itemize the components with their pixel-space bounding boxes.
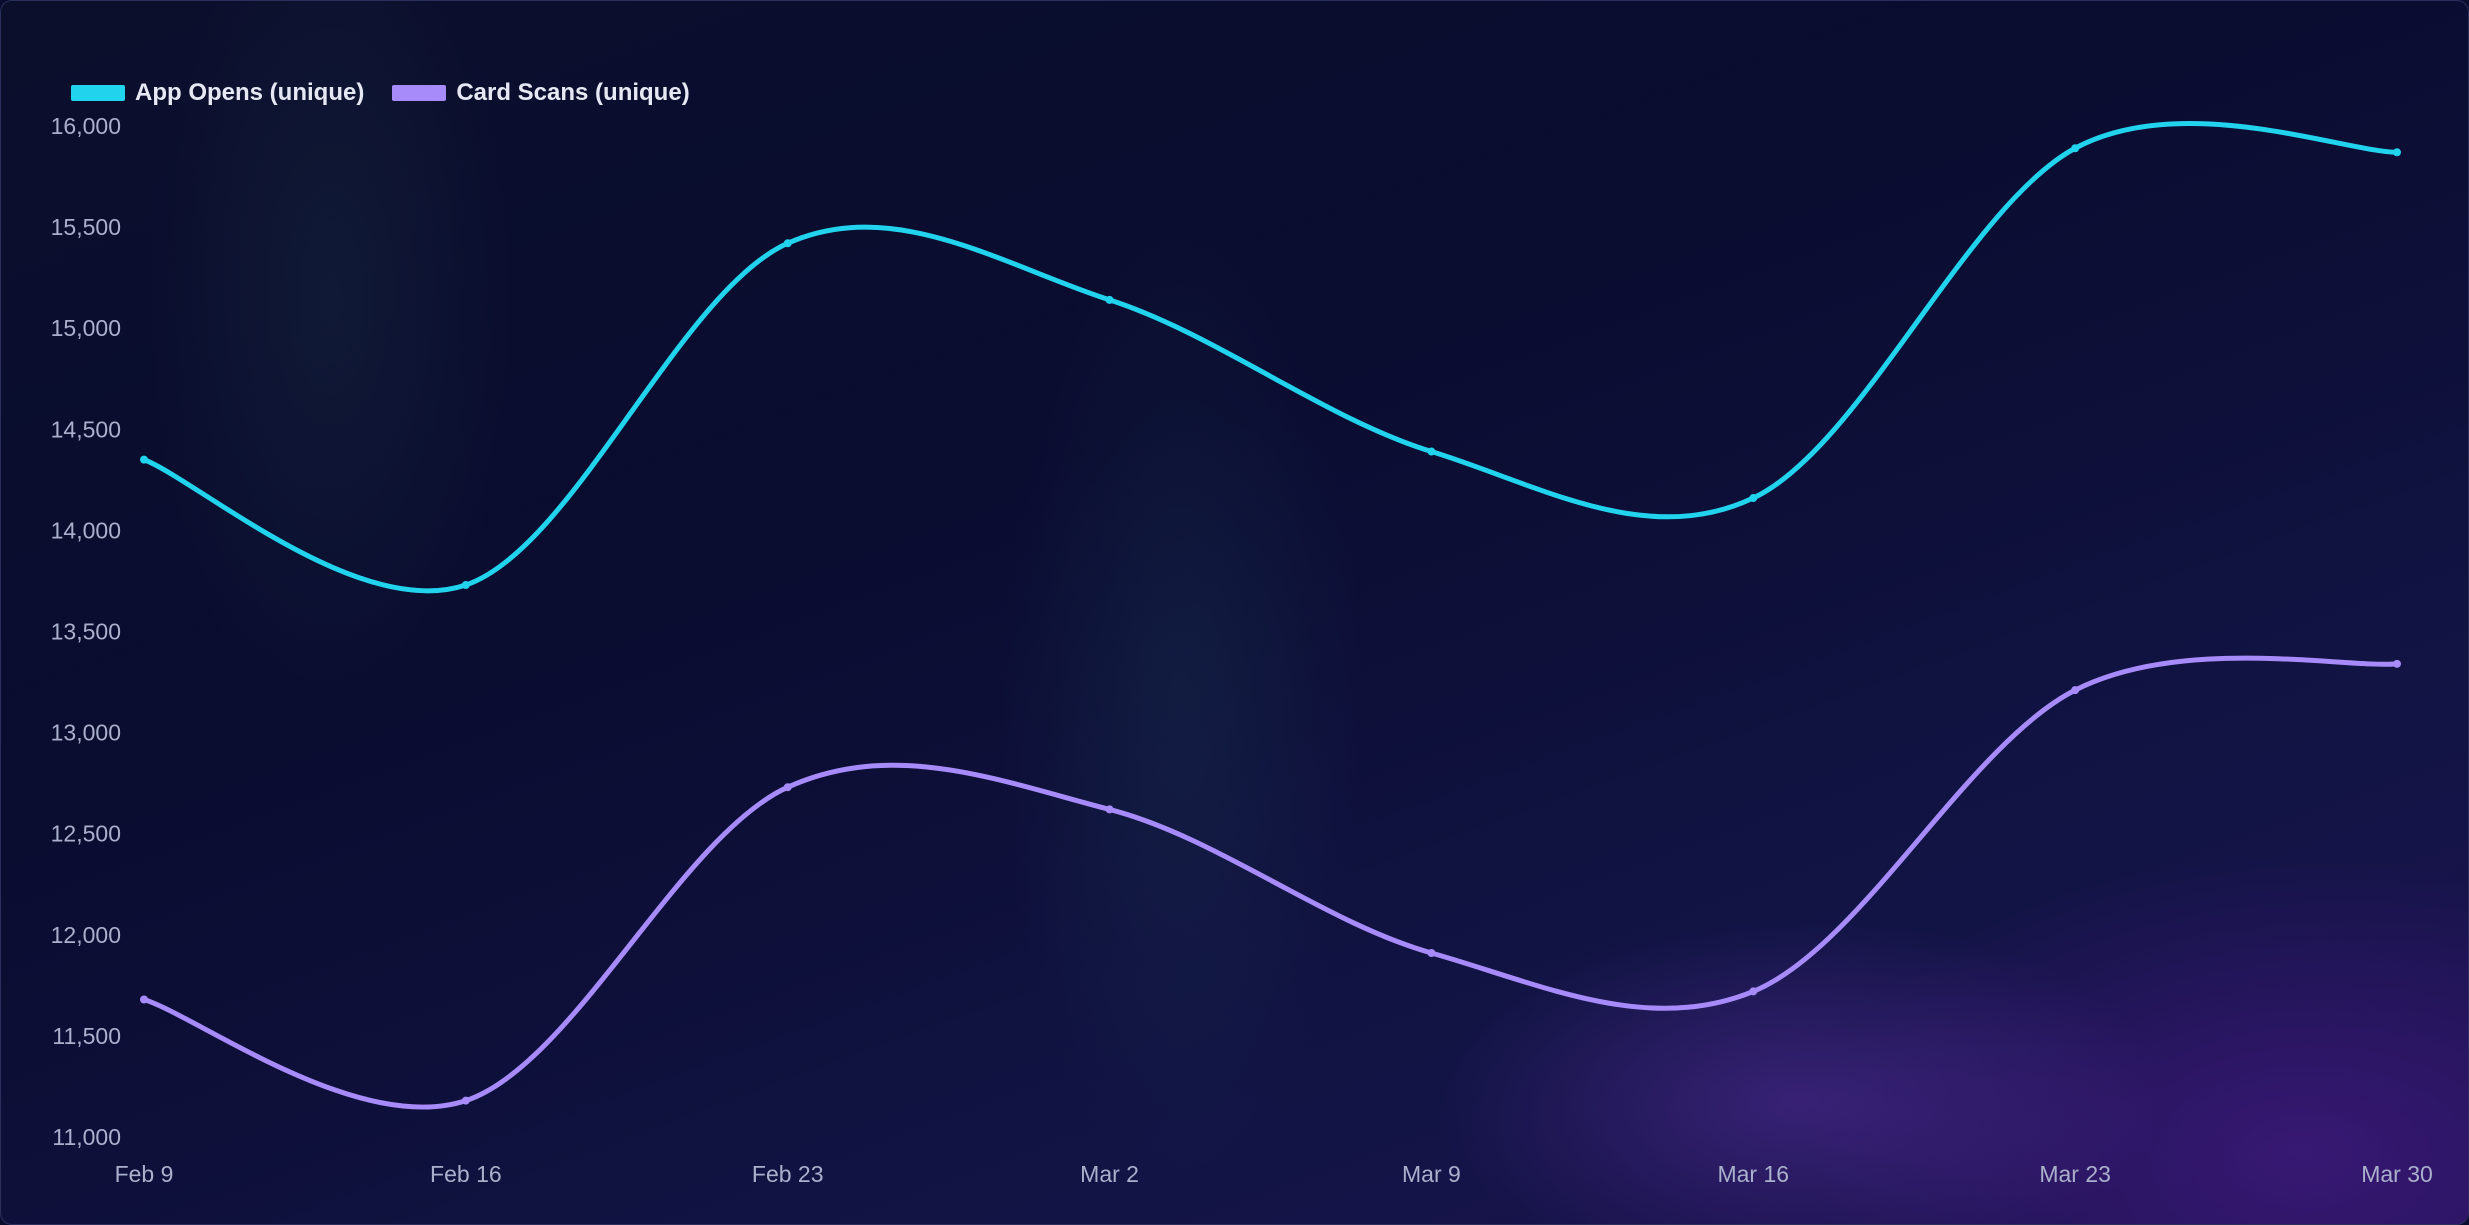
data-point[interactable] bbox=[1105, 805, 1114, 814]
data-point[interactable] bbox=[2393, 148, 2401, 157]
y-tick-label: 16,000 bbox=[51, 113, 121, 139]
y-tick-label: 15,500 bbox=[51, 214, 121, 240]
data-point[interactable] bbox=[783, 783, 792, 792]
x-tick-label: Feb 9 bbox=[115, 1161, 174, 1187]
x-tick-label: Mar 23 bbox=[2039, 1161, 2111, 1187]
y-tick-label: 11,500 bbox=[52, 1023, 121, 1049]
data-point[interactable] bbox=[2071, 144, 2080, 153]
y-tick-label: 11,000 bbox=[52, 1124, 121, 1150]
legend-label-card-scans: Card Scans (unique) bbox=[456, 79, 690, 106]
legend-label-app-opens: App Opens (unique) bbox=[135, 79, 365, 106]
y-tick-label: 13,500 bbox=[51, 619, 121, 645]
series-line-card-scans[interactable] bbox=[141, 655, 2400, 1110]
data-point[interactable] bbox=[461, 1096, 470, 1105]
series-group bbox=[140, 121, 2401, 1110]
legend-item-card-scans[interactable]: Card Scans (unique) bbox=[392, 79, 690, 107]
legend-swatch-app-opens bbox=[71, 85, 125, 101]
legend: App Opens (unique) Card Scans (unique) bbox=[71, 79, 690, 107]
data-point[interactable] bbox=[1427, 447, 1436, 456]
x-tick-label: Mar 16 bbox=[1717, 1161, 1789, 1187]
data-point[interactable] bbox=[1749, 494, 1758, 503]
data-point[interactable] bbox=[1749, 987, 1758, 996]
data-point[interactable] bbox=[461, 580, 470, 589]
data-point[interactable] bbox=[140, 995, 148, 1004]
y-axis: 11,000 11,500 12,000 12,500 13,000 13,500 14,0… bbox=[51, 113, 121, 1150]
x-axis: Feb 9 Feb 16 Feb 23 Mar 2 Mar 9 Mar 16 Mar 23 M… bbox=[115, 1161, 2433, 1187]
x-tick-label: Mar 2 bbox=[1080, 1161, 1139, 1187]
y-tick-label: 15,000 bbox=[51, 315, 121, 341]
data-point[interactable] bbox=[1105, 295, 1114, 304]
legend-item-app-opens[interactable]: App Opens (unique) bbox=[71, 79, 364, 107]
data-point[interactable] bbox=[2071, 686, 2080, 695]
y-tick-label: 12,000 bbox=[51, 922, 121, 948]
data-point[interactable] bbox=[140, 455, 148, 464]
series-line-app-opens[interactable] bbox=[141, 121, 2400, 594]
data-point[interactable] bbox=[2393, 659, 2401, 668]
x-tick-label: Mar 9 bbox=[1402, 1161, 1461, 1187]
legend-swatch-card-scans bbox=[392, 85, 447, 101]
y-tick-label: 14,000 bbox=[51, 517, 121, 543]
x-tick-label: Feb 16 bbox=[430, 1161, 502, 1187]
data-point[interactable] bbox=[1427, 948, 1436, 957]
x-tick-label: Mar 30 bbox=[2361, 1161, 2433, 1187]
y-tick-label: 13,000 bbox=[51, 720, 121, 746]
y-tick-label: 14,500 bbox=[51, 416, 121, 442]
y-tick-label: 12,500 bbox=[51, 821, 121, 847]
data-point[interactable] bbox=[783, 239, 792, 248]
x-tick-label: Feb 23 bbox=[752, 1161, 824, 1187]
